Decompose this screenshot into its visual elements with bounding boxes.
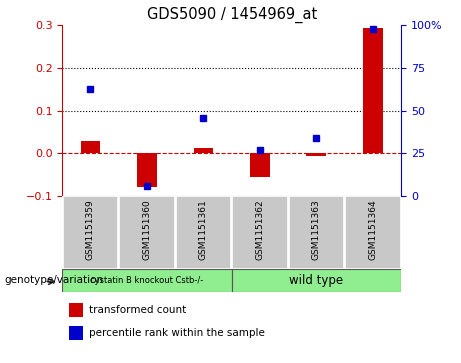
Title: GDS5090 / 1454969_at: GDS5090 / 1454969_at [147,7,317,23]
Text: GSM1151363: GSM1151363 [312,199,321,260]
Bar [250,153,270,177]
Bar [232,196,288,269]
Bar [176,196,231,269]
Bar [363,28,383,153]
Text: wild type: wild type [290,274,343,287]
Bar [137,153,157,187]
Bar [194,148,213,153]
Text: GSM1151361: GSM1151361 [199,199,208,260]
Text: GSM1151360: GSM1151360 [142,199,152,260]
Text: percentile rank within the sample: percentile rank within the sample [89,328,265,338]
Text: GSM1151359: GSM1151359 [86,199,95,260]
Bar [289,196,344,269]
Text: GSM1151362: GSM1151362 [255,199,265,260]
Bar [231,269,401,292]
Bar [81,142,100,153]
Text: transformed count: transformed count [89,305,187,315]
Bar [63,196,118,269]
Text: genotype/variation: genotype/variation [5,276,104,285]
Bar [69,326,83,340]
Bar [69,303,83,317]
Bar [307,153,326,156]
Bar [119,196,175,269]
Text: GSM1151364: GSM1151364 [368,199,378,260]
Bar [62,269,231,292]
Text: cystatin B knockout Cstb-/-: cystatin B knockout Cstb-/- [90,276,204,285]
Bar [345,196,401,269]
